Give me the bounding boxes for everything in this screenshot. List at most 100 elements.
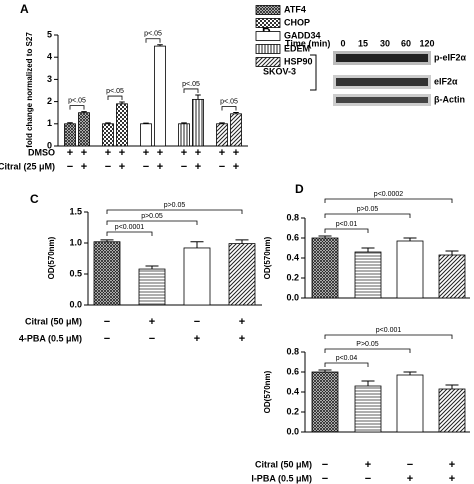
error-bar [318,235,332,238]
y-tick-label: 0.6 [286,366,299,376]
treatment-sign: + [233,161,239,173]
error-bar [361,247,375,252]
treatment-sign: + [67,147,73,159]
treatment-sign: + [149,316,155,328]
treatment-sign: − [104,333,110,345]
error-bar [157,44,163,47]
y-tick-label: 0.0 [286,426,299,436]
error-bar [145,265,159,270]
band-label: eIF2α [434,76,458,86]
treatment-sign: + [119,147,125,159]
legend-swatch [255,57,281,67]
bar [438,388,466,433]
error-bar [181,122,187,124]
error-bar [445,384,459,389]
y-axis-label: OD(570nm) [47,236,56,279]
treatment-sign: − [407,459,413,471]
bracket [310,54,317,91]
treatment-sign: + [194,333,200,345]
treatment-sign: + [81,147,87,159]
error-bar [100,239,114,242]
y-tick-label: 1.0 [69,237,82,247]
p-value: p<.05 [68,97,86,104]
time-value: 60 [401,38,411,48]
bar [178,123,190,147]
error-bar [81,111,87,113]
bar [228,243,256,306]
bar [78,112,90,147]
error-bar [105,122,111,124]
treatment-label: I-PBA (0.5 μM) [251,473,312,483]
significance-bracket [324,348,411,353]
y-tick-label: 0 [47,140,52,150]
treatment-sign: − [67,161,73,173]
blot-band [336,54,428,62]
error-bar [235,239,249,244]
significance-bracket [324,334,453,339]
legend-label: HSP90 [284,56,313,66]
legend-label: CHOP [284,17,310,27]
panel-label: A [20,2,29,16]
treatment-sign: − [194,316,200,328]
time-value: 120 [419,38,434,48]
treatment-sign: − [219,161,225,173]
treatment-sign: + [143,147,149,159]
significance-bracket [69,105,85,110]
bar [311,237,339,299]
cell-line: SKOV-3 [263,66,296,76]
treatment-sign: + [195,161,201,173]
y-tick-label: 0.5 [69,268,82,278]
bar [140,123,152,147]
p-value: p>0.05 [164,202,186,209]
bar [192,98,204,147]
p-value: p<0.0001 [115,224,144,231]
significance-bracket [324,228,369,233]
blot-band [336,78,428,86]
treatment-sign: − [365,473,371,484]
panel-label: D [295,182,304,196]
treatment-sign: + [119,161,125,173]
error-bar [219,122,225,124]
blot-band [336,97,428,103]
significance-bracket [324,198,453,203]
error-bar [195,94,201,100]
error-bar [67,122,73,124]
p-value: p<0.0002 [374,191,403,198]
p-value: p<0.001 [376,327,402,334]
p-value: p<.05 [106,88,124,95]
p-value: p<.05 [144,31,162,38]
significance-bracket [221,106,237,111]
significance-bracket [324,362,369,367]
legend-label: EDEM [284,43,310,53]
significance-bracket [106,209,243,214]
error-bar [403,237,417,241]
panel-label: B [262,22,271,36]
y-tick-label: 4 [47,52,52,62]
treatment-label: Citral (50 μM) [255,459,312,469]
treatment-label: Citral (50 μM) [25,316,82,326]
treatment-sign: + [81,161,87,173]
bar [230,113,242,147]
treatment-sign: + [449,473,455,484]
y-axis-label: OD(570nm) [263,370,272,413]
y-tick-label: 0.0 [286,292,299,302]
time-value: 0 [340,38,345,48]
blot-panel: B Time (min) 0 15 30 60 120 SKOV-3 p-eIF… [262,22,467,106]
treatment-sign: − [322,473,328,484]
treatment-sign: − [149,333,155,345]
y-tick-label: 0.8 [286,346,299,356]
error-bar [233,111,239,114]
error-bar [119,101,125,104]
p-value: p<.05 [182,81,200,88]
y-tick-label: 1 [47,118,52,128]
treatment-sign: − [322,459,328,471]
error-bar [143,122,149,124]
bar [116,103,128,147]
y-tick-label: 0.0 [69,299,82,309]
bar [93,241,121,306]
y-tick-label: 1.5 [69,206,82,216]
p-value: p<0.01 [336,221,358,228]
bar [216,123,228,147]
time-value: 15 [358,38,368,48]
